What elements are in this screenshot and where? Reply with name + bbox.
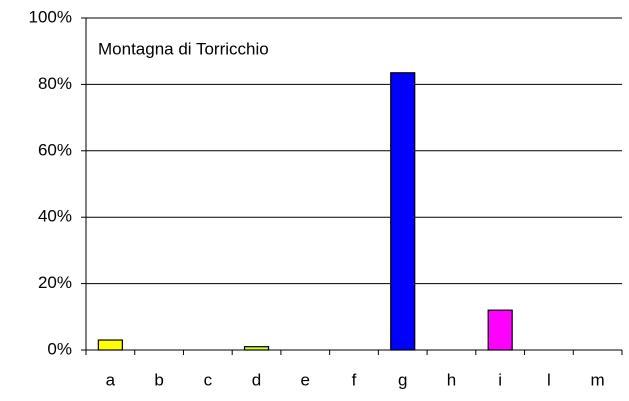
- x-tick-label: f: [352, 370, 357, 389]
- x-tick-label: e: [301, 370, 310, 389]
- bar: [390, 72, 416, 351]
- x-tick-label: l: [547, 370, 551, 389]
- y-tick-label: 20%: [38, 273, 72, 292]
- y-tick-label: 40%: [38, 207, 72, 226]
- y-tick-label: 100%: [29, 7, 72, 26]
- y-tick-label: 0%: [47, 339, 72, 358]
- x-tick-label: i: [498, 370, 502, 389]
- bar: [97, 339, 123, 351]
- bar: [487, 309, 513, 351]
- x-tick-label: d: [252, 370, 261, 389]
- x-tick-label: b: [154, 370, 163, 389]
- x-tick-label: a: [106, 370, 116, 389]
- bar: [243, 346, 270, 351]
- y-tick-label: 60%: [38, 140, 72, 159]
- chart-title: Montagna di Torricchio: [98, 39, 269, 58]
- x-tick-label: h: [447, 370, 456, 389]
- y-tick-label: 80%: [38, 74, 72, 93]
- x-tick-label: m: [591, 370, 605, 389]
- x-tick-label: g: [398, 370, 407, 389]
- x-tick-label: c: [204, 370, 213, 389]
